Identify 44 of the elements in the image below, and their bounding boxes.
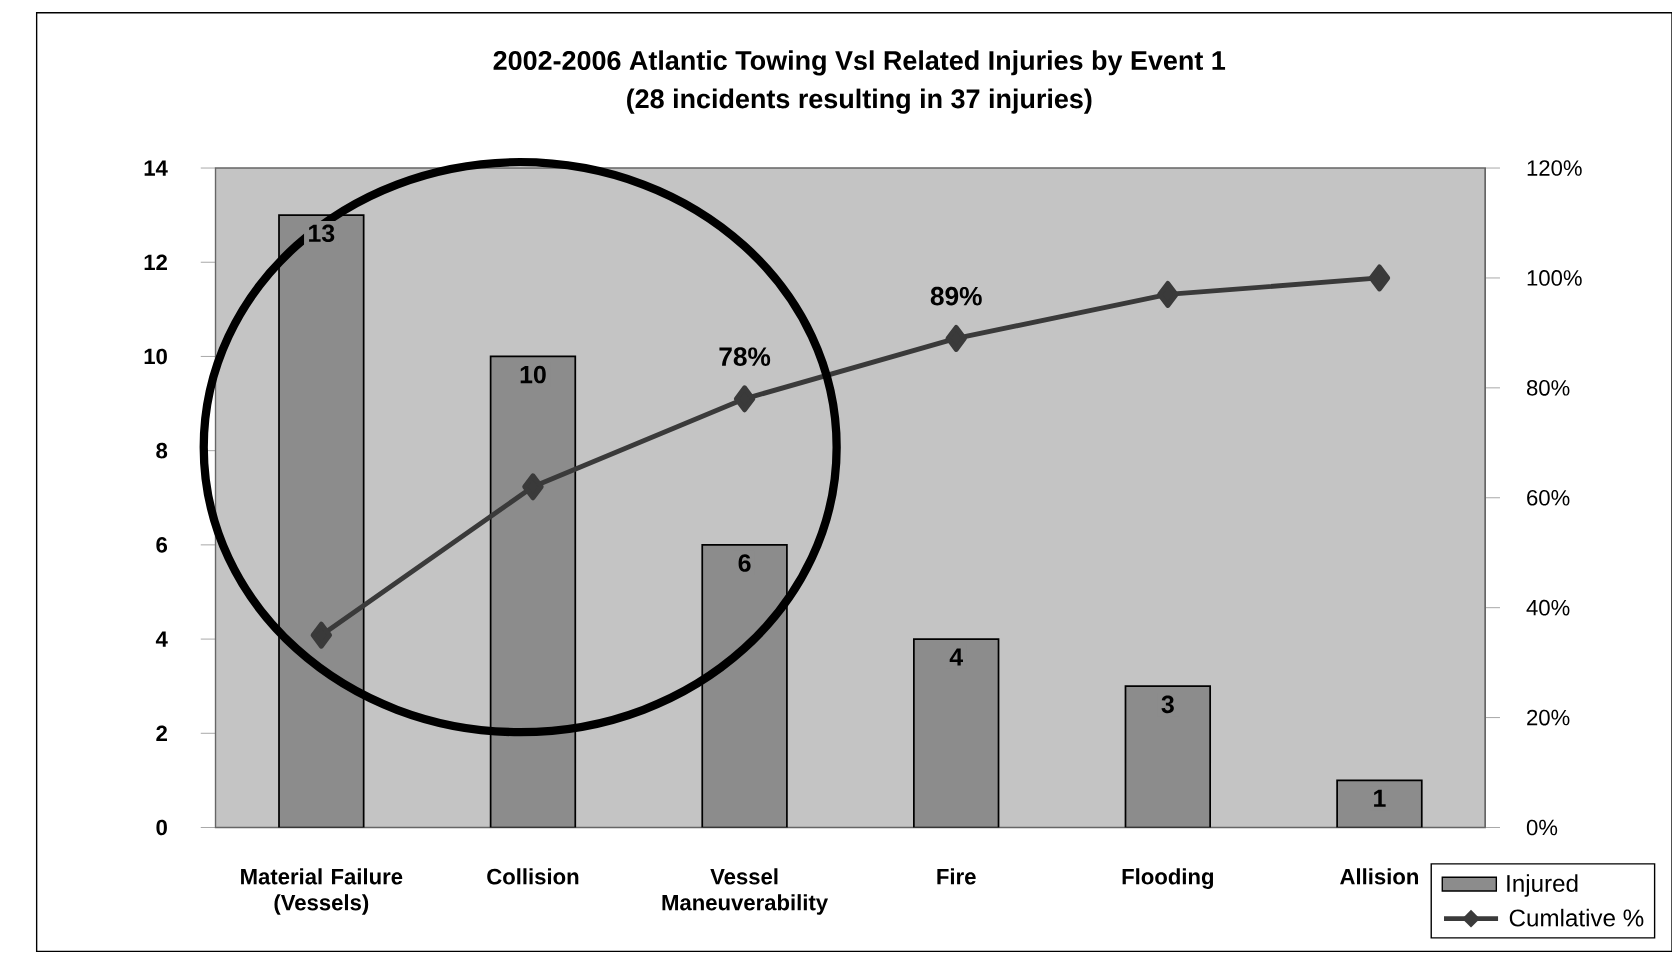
bar (1124, 685, 1212, 828)
x-tick-label: Collision (487, 868, 579, 885)
point (945, 324, 967, 352)
y2-tick-label: 20% (1527, 709, 1570, 726)
y2-tick-label: 100% (1527, 270, 1582, 286)
y2-tick-label: 80% (1526, 379, 1570, 396)
y2-tick-label: 120% (1527, 160, 1582, 176)
bar (278, 214, 365, 828)
y-tick-label: 4 (155, 631, 168, 647)
y2-tick-label: 40% (1526, 599, 1570, 616)
chart-subtitle: (28 incidents resulting in 37 injuries) (627, 88, 1092, 114)
data-label: 4 (949, 648, 963, 666)
point (1368, 264, 1391, 292)
x-tick-label: Material Failure (Vessels) (241, 868, 403, 915)
data-label: 6 (738, 554, 751, 572)
data-label: 78% (719, 347, 771, 366)
x-tick-label: Fire (937, 868, 976, 885)
legend-label: Injured (1507, 874, 1578, 897)
y-tick-label: 2 (156, 725, 167, 741)
x-tick-label: Vessel Maneuverability (662, 868, 829, 915)
y-tick-label: 6 (156, 536, 168, 553)
chart-title: 2002-2006 Atlantic Towing Vsl Related Injuries by Event 1 (493, 50, 1226, 76)
data-label: 13 (309, 224, 335, 242)
point (733, 385, 756, 413)
data-label: 3 (1161, 695, 1174, 714)
bar (489, 355, 577, 828)
bar (701, 543, 788, 828)
y2-tick-label: 60% (1527, 489, 1570, 506)
data-label: 89% (930, 286, 982, 306)
data-label: 1 (1374, 789, 1386, 807)
x-tick-label: Flooding (1122, 868, 1214, 889)
point (310, 621, 333, 649)
y-tick-label: 0 (156, 819, 167, 836)
y-tick-label: 8 (156, 442, 168, 459)
y-tick-label: 12 (144, 254, 167, 270)
data-label: 10 (520, 365, 546, 384)
y-tick-label: 14 (144, 160, 168, 176)
x-tick-label: Allision (1340, 868, 1418, 885)
legend-label: Cumlative % (1509, 908, 1644, 927)
bar (913, 638, 1000, 828)
point (1157, 280, 1179, 308)
point (522, 473, 544, 501)
y-tick-label: 10 (144, 348, 167, 365)
y2-tick-label: 0% (1526, 819, 1558, 836)
